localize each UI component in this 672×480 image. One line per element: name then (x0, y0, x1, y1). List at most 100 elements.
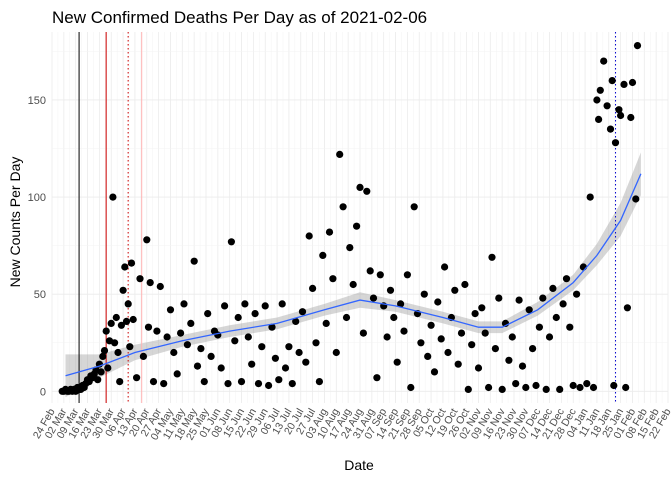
data-point (556, 385, 564, 393)
data-point (606, 125, 615, 133)
data-point (417, 339, 425, 347)
data-point (508, 333, 516, 341)
data-point (390, 313, 398, 322)
data-point (495, 294, 503, 302)
confidence-band (65, 152, 641, 398)
data-point (126, 343, 134, 351)
data-point (586, 193, 594, 201)
data-point (117, 321, 125, 329)
data-point (119, 286, 127, 294)
data-point (94, 376, 102, 384)
data-point (144, 323, 153, 331)
data-point (595, 115, 603, 123)
data-point (471, 310, 479, 318)
data-point (136, 275, 144, 283)
data-point (353, 222, 361, 230)
data-point (481, 329, 489, 337)
data-point (552, 313, 560, 322)
data-point (454, 360, 462, 368)
data-point (292, 317, 300, 325)
data-point (197, 345, 205, 353)
data-point (407, 383, 415, 392)
data-point (258, 343, 266, 351)
data-point (207, 352, 215, 360)
data-point (468, 341, 476, 349)
data-point (376, 271, 384, 279)
data-point (397, 300, 405, 308)
chart-title: New Confirmed Deaths Per Day as of 2021-… (52, 8, 427, 27)
data-point (143, 236, 151, 244)
data-point (622, 383, 630, 392)
data-point (342, 313, 351, 322)
data-point (633, 42, 642, 50)
data-point (464, 385, 472, 393)
data-point (628, 78, 637, 87)
data-point (133, 374, 141, 382)
data-point (366, 267, 374, 275)
data-point (488, 253, 496, 261)
data-point (529, 345, 537, 353)
data-point (107, 319, 115, 327)
data-point (319, 251, 327, 259)
data-point (187, 319, 195, 327)
y-tick-label: 50 (34, 289, 46, 301)
data-points (58, 42, 642, 395)
data-point (505, 356, 513, 364)
data-point (545, 333, 554, 341)
data-point (275, 376, 283, 384)
data-point (217, 364, 225, 372)
data-point (278, 300, 286, 308)
data-point (177, 329, 185, 337)
data-point (434, 298, 442, 306)
data-point (596, 86, 604, 94)
data-point (485, 383, 493, 392)
data-point (271, 354, 279, 362)
data-point (549, 284, 557, 292)
y-axis-ticks: 0 50 100 150 (28, 95, 46, 398)
data-point (302, 358, 310, 366)
y-tick-label: 100 (28, 192, 46, 204)
data-point (532, 381, 540, 390)
data-point (512, 380, 520, 388)
data-point (369, 294, 378, 302)
data-point (339, 203, 347, 211)
data-point (332, 348, 340, 357)
data-point (522, 383, 530, 392)
data-point (99, 352, 107, 360)
data-point (478, 304, 486, 312)
data-point (127, 259, 136, 267)
data-point (149, 378, 158, 386)
y-axis-title: New Counts Per Day (7, 157, 23, 288)
data-point (539, 294, 547, 302)
data-point (608, 77, 616, 85)
data-point (430, 368, 439, 376)
data-point (193, 362, 202, 370)
data-point (153, 327, 161, 335)
y-tick-label: 150 (28, 95, 46, 107)
data-point (559, 300, 567, 308)
data-point (100, 347, 109, 355)
data-point (111, 339, 119, 347)
data-point (234, 313, 242, 322)
data-point (248, 360, 256, 368)
data-point (231, 337, 239, 345)
data-point (359, 329, 367, 337)
data-point (312, 339, 320, 347)
data-point (363, 187, 371, 195)
data-point (403, 271, 411, 279)
data-point (325, 228, 334, 236)
data-point (221, 302, 229, 310)
data-point (518, 362, 527, 370)
data-point (627, 113, 635, 122)
data-point (102, 327, 110, 335)
data-point (109, 193, 117, 201)
data-point (322, 319, 330, 327)
data-point (566, 323, 574, 331)
data-point (603, 102, 611, 110)
data-point (600, 57, 608, 65)
data-point (114, 348, 122, 357)
data-point (400, 327, 408, 335)
data-point (170, 348, 178, 357)
